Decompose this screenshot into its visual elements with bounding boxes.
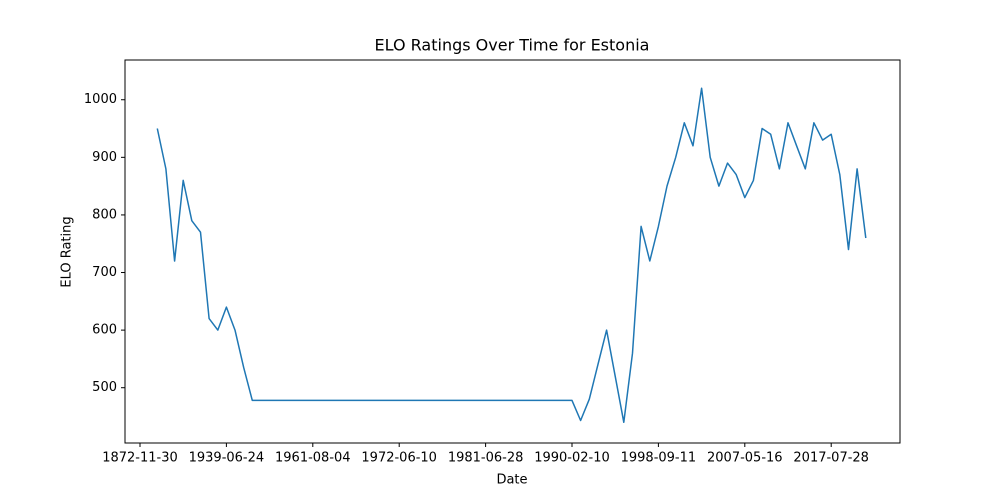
y-tick-label: 800	[92, 207, 117, 222]
y-axis-label: ELO Rating	[60, 216, 75, 287]
x-tick-label: 1981-06-28	[448, 451, 524, 466]
x-axis-label: Date	[496, 473, 527, 488]
x-tick-label: 2007-05-16	[707, 451, 783, 466]
y-tick-label: 700	[92, 265, 117, 280]
x-tick-label: 1939-06-24	[189, 451, 265, 466]
x-tick-label: 2017-07-28	[793, 451, 869, 466]
y-tick-label: 900	[92, 150, 117, 165]
y-tick-label: 500	[92, 380, 117, 395]
x-tick-label: 1961-08-04	[275, 451, 351, 466]
chart-title: ELO Ratings Over Time for Estonia	[375, 36, 650, 55]
y-tick-label: 600	[92, 323, 117, 338]
data-line	[156, 87, 867, 424]
x-tick-label: 1872-11-30	[102, 451, 178, 466]
x-tick-label: 1972-06-10	[361, 451, 437, 466]
y-tick-label: 1000	[84, 92, 117, 107]
plot-frame	[124, 59, 901, 444]
x-tick-label: 1990-02-10	[534, 451, 610, 466]
x-tick-label: 1998-09-11	[621, 451, 697, 466]
